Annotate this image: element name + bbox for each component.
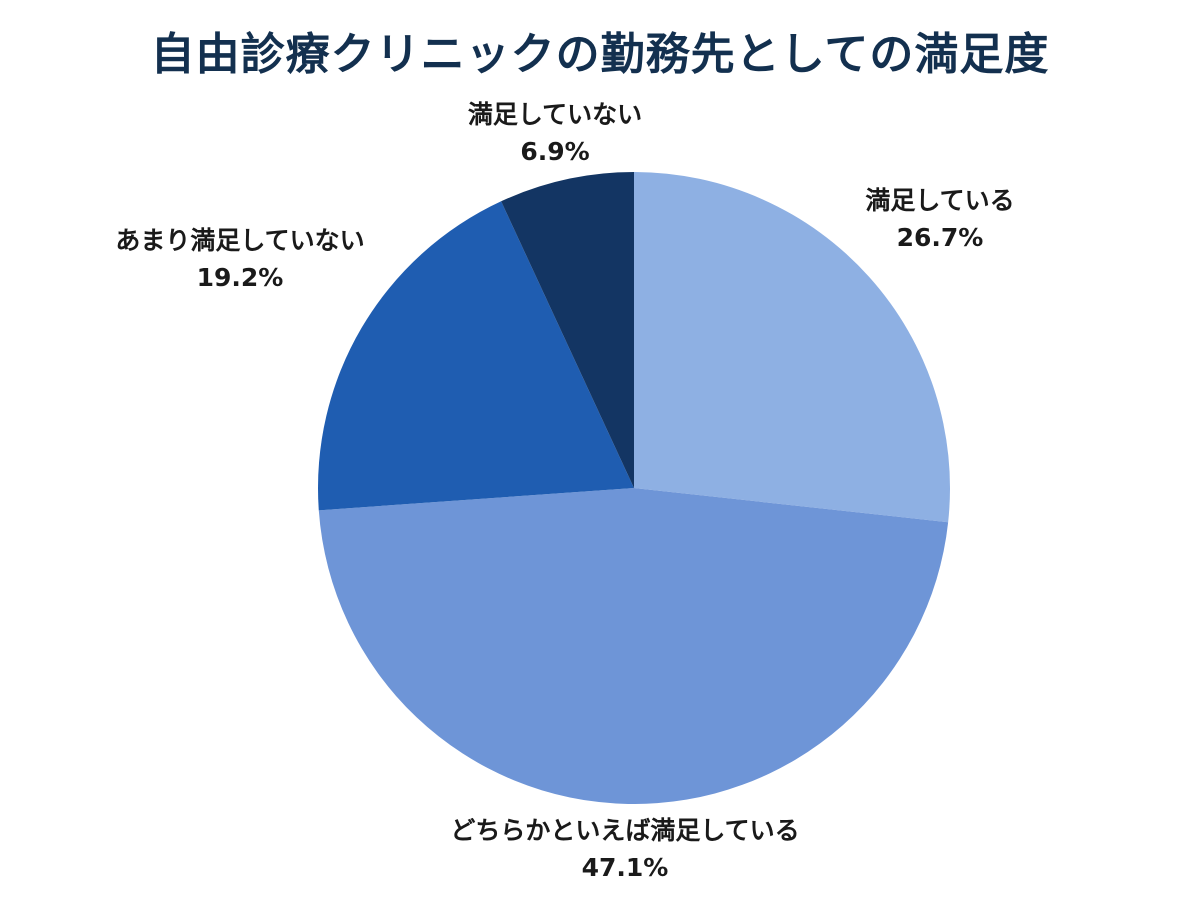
slice-label-value: 19.2% bbox=[196, 263, 284, 292]
slice-label-name: 満足していない bbox=[467, 100, 643, 129]
slice-label-name: 満足している bbox=[865, 186, 1015, 215]
slice-label-value: 47.1% bbox=[581, 853, 669, 882]
slice-label-not-satisfied: 満足していない 6.9% bbox=[440, 96, 670, 170]
slice-label-not-very-satisfied: あまり満足していない 19.2% bbox=[80, 222, 400, 296]
pie-slice-somewhat-satisfied bbox=[318, 488, 949, 804]
pie-slice-not-very-satisfied bbox=[318, 201, 634, 511]
slice-label-name: どちらかといえば満足している bbox=[450, 816, 800, 845]
slice-label-value: 26.7% bbox=[896, 223, 984, 252]
slice-label-satisfied: 満足している 26.7% bbox=[840, 182, 1040, 256]
pie-slice-not-satisfied bbox=[501, 172, 634, 488]
pie-slice-satisfied bbox=[634, 172, 951, 523]
slice-label-value: 6.9% bbox=[520, 137, 590, 166]
slice-label-somewhat-satisfied: どちらかといえば満足している 47.1% bbox=[410, 812, 840, 886]
chart-title: 自由診療クリニックの勤務先としての満足度 bbox=[150, 29, 1050, 80]
slice-label-name: あまり満足していない bbox=[115, 226, 365, 255]
